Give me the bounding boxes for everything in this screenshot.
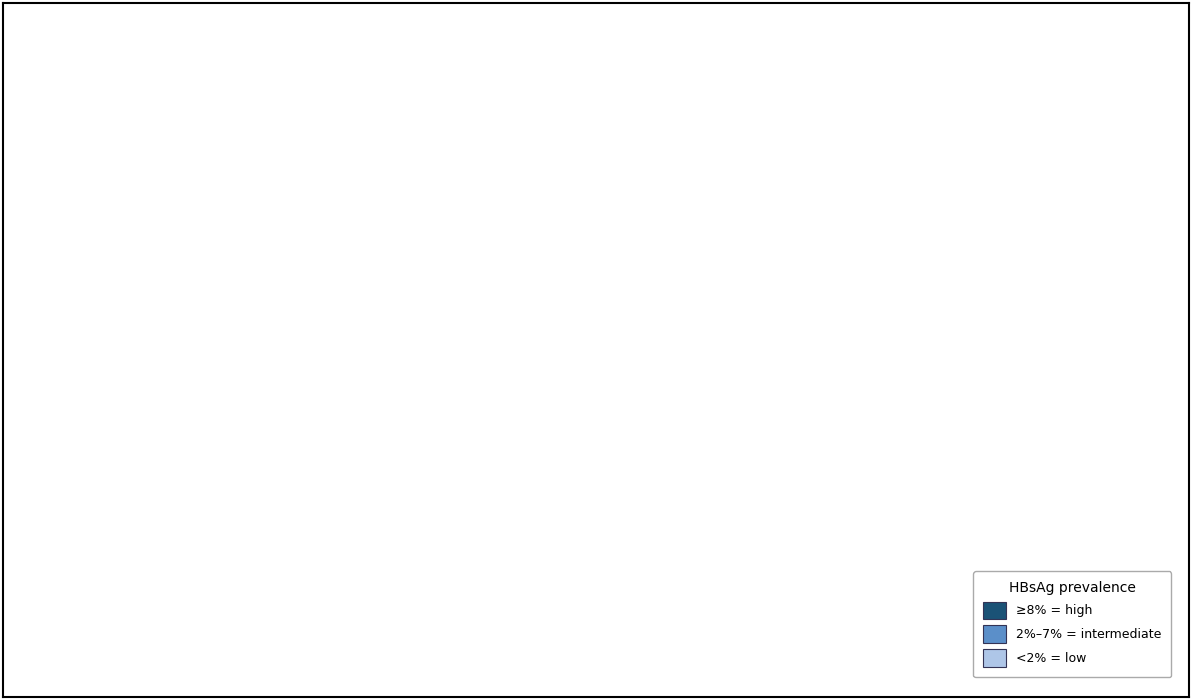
Legend: ≥8% = high, 2%–7% = intermediate, <2% = low: ≥8% = high, 2%–7% = intermediate, <2% = … bbox=[973, 571, 1171, 677]
